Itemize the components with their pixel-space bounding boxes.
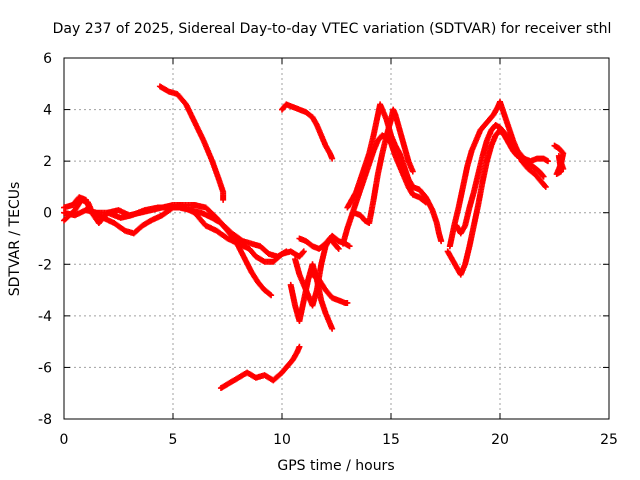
y-tick-label: -8 [38, 412, 52, 428]
data-point [539, 172, 546, 179]
data-point [268, 292, 275, 299]
y-tick-label: 0 [43, 206, 52, 222]
data-point [346, 243, 353, 250]
data-point [283, 248, 290, 255]
data-point [329, 325, 336, 332]
data-point [544, 158, 551, 165]
plot-frame [63, 57, 610, 420]
data-point [540, 173, 547, 180]
chart-title: Day 237 of 2025, Sidereal Day-to-day VTE… [53, 21, 612, 37]
x-tick-label: 5 [169, 432, 178, 448]
x-axis-label: GPS time / hours [277, 458, 394, 474]
data-point [267, 291, 274, 298]
y-tick-label: -2 [38, 257, 52, 273]
x-tick-label: 20 [491, 432, 509, 448]
series-sthl [61, 83, 567, 392]
x-tick-label: 15 [382, 432, 400, 448]
data-point [335, 245, 342, 252]
data-point [334, 244, 341, 251]
axis-ticks: 0 5 10 15 20 25 -8 -6 -4 -2 0 2 4 6 [38, 51, 618, 448]
y-tick-label: -4 [38, 309, 52, 325]
data-point [409, 168, 416, 175]
data-point [438, 238, 445, 245]
x-tick-label: 0 [60, 432, 69, 448]
data-point [299, 249, 306, 256]
data-point [300, 248, 307, 255]
x-tick-label: 25 [600, 432, 618, 448]
x-tick-label: 10 [273, 432, 291, 448]
data-point [542, 183, 549, 190]
data-point [344, 299, 351, 306]
y-axis-label: SDTVAR / TECUs [7, 182, 23, 297]
y-tick-label: -6 [38, 360, 52, 376]
y-tick-label: 2 [43, 154, 52, 170]
y-tick-label: 6 [43, 51, 52, 67]
data-point [296, 343, 303, 350]
data-point [541, 182, 548, 189]
y-tick-label: 4 [43, 103, 52, 119]
data-point [560, 165, 567, 172]
data-point [220, 196, 227, 203]
data-points [61, 83, 567, 392]
data-point [329, 155, 336, 162]
